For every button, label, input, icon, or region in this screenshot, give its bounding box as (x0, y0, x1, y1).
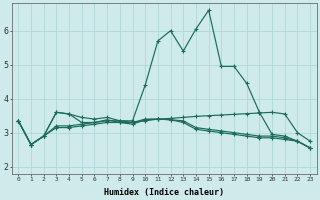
X-axis label: Humidex (Indice chaleur): Humidex (Indice chaleur) (104, 188, 224, 197)
